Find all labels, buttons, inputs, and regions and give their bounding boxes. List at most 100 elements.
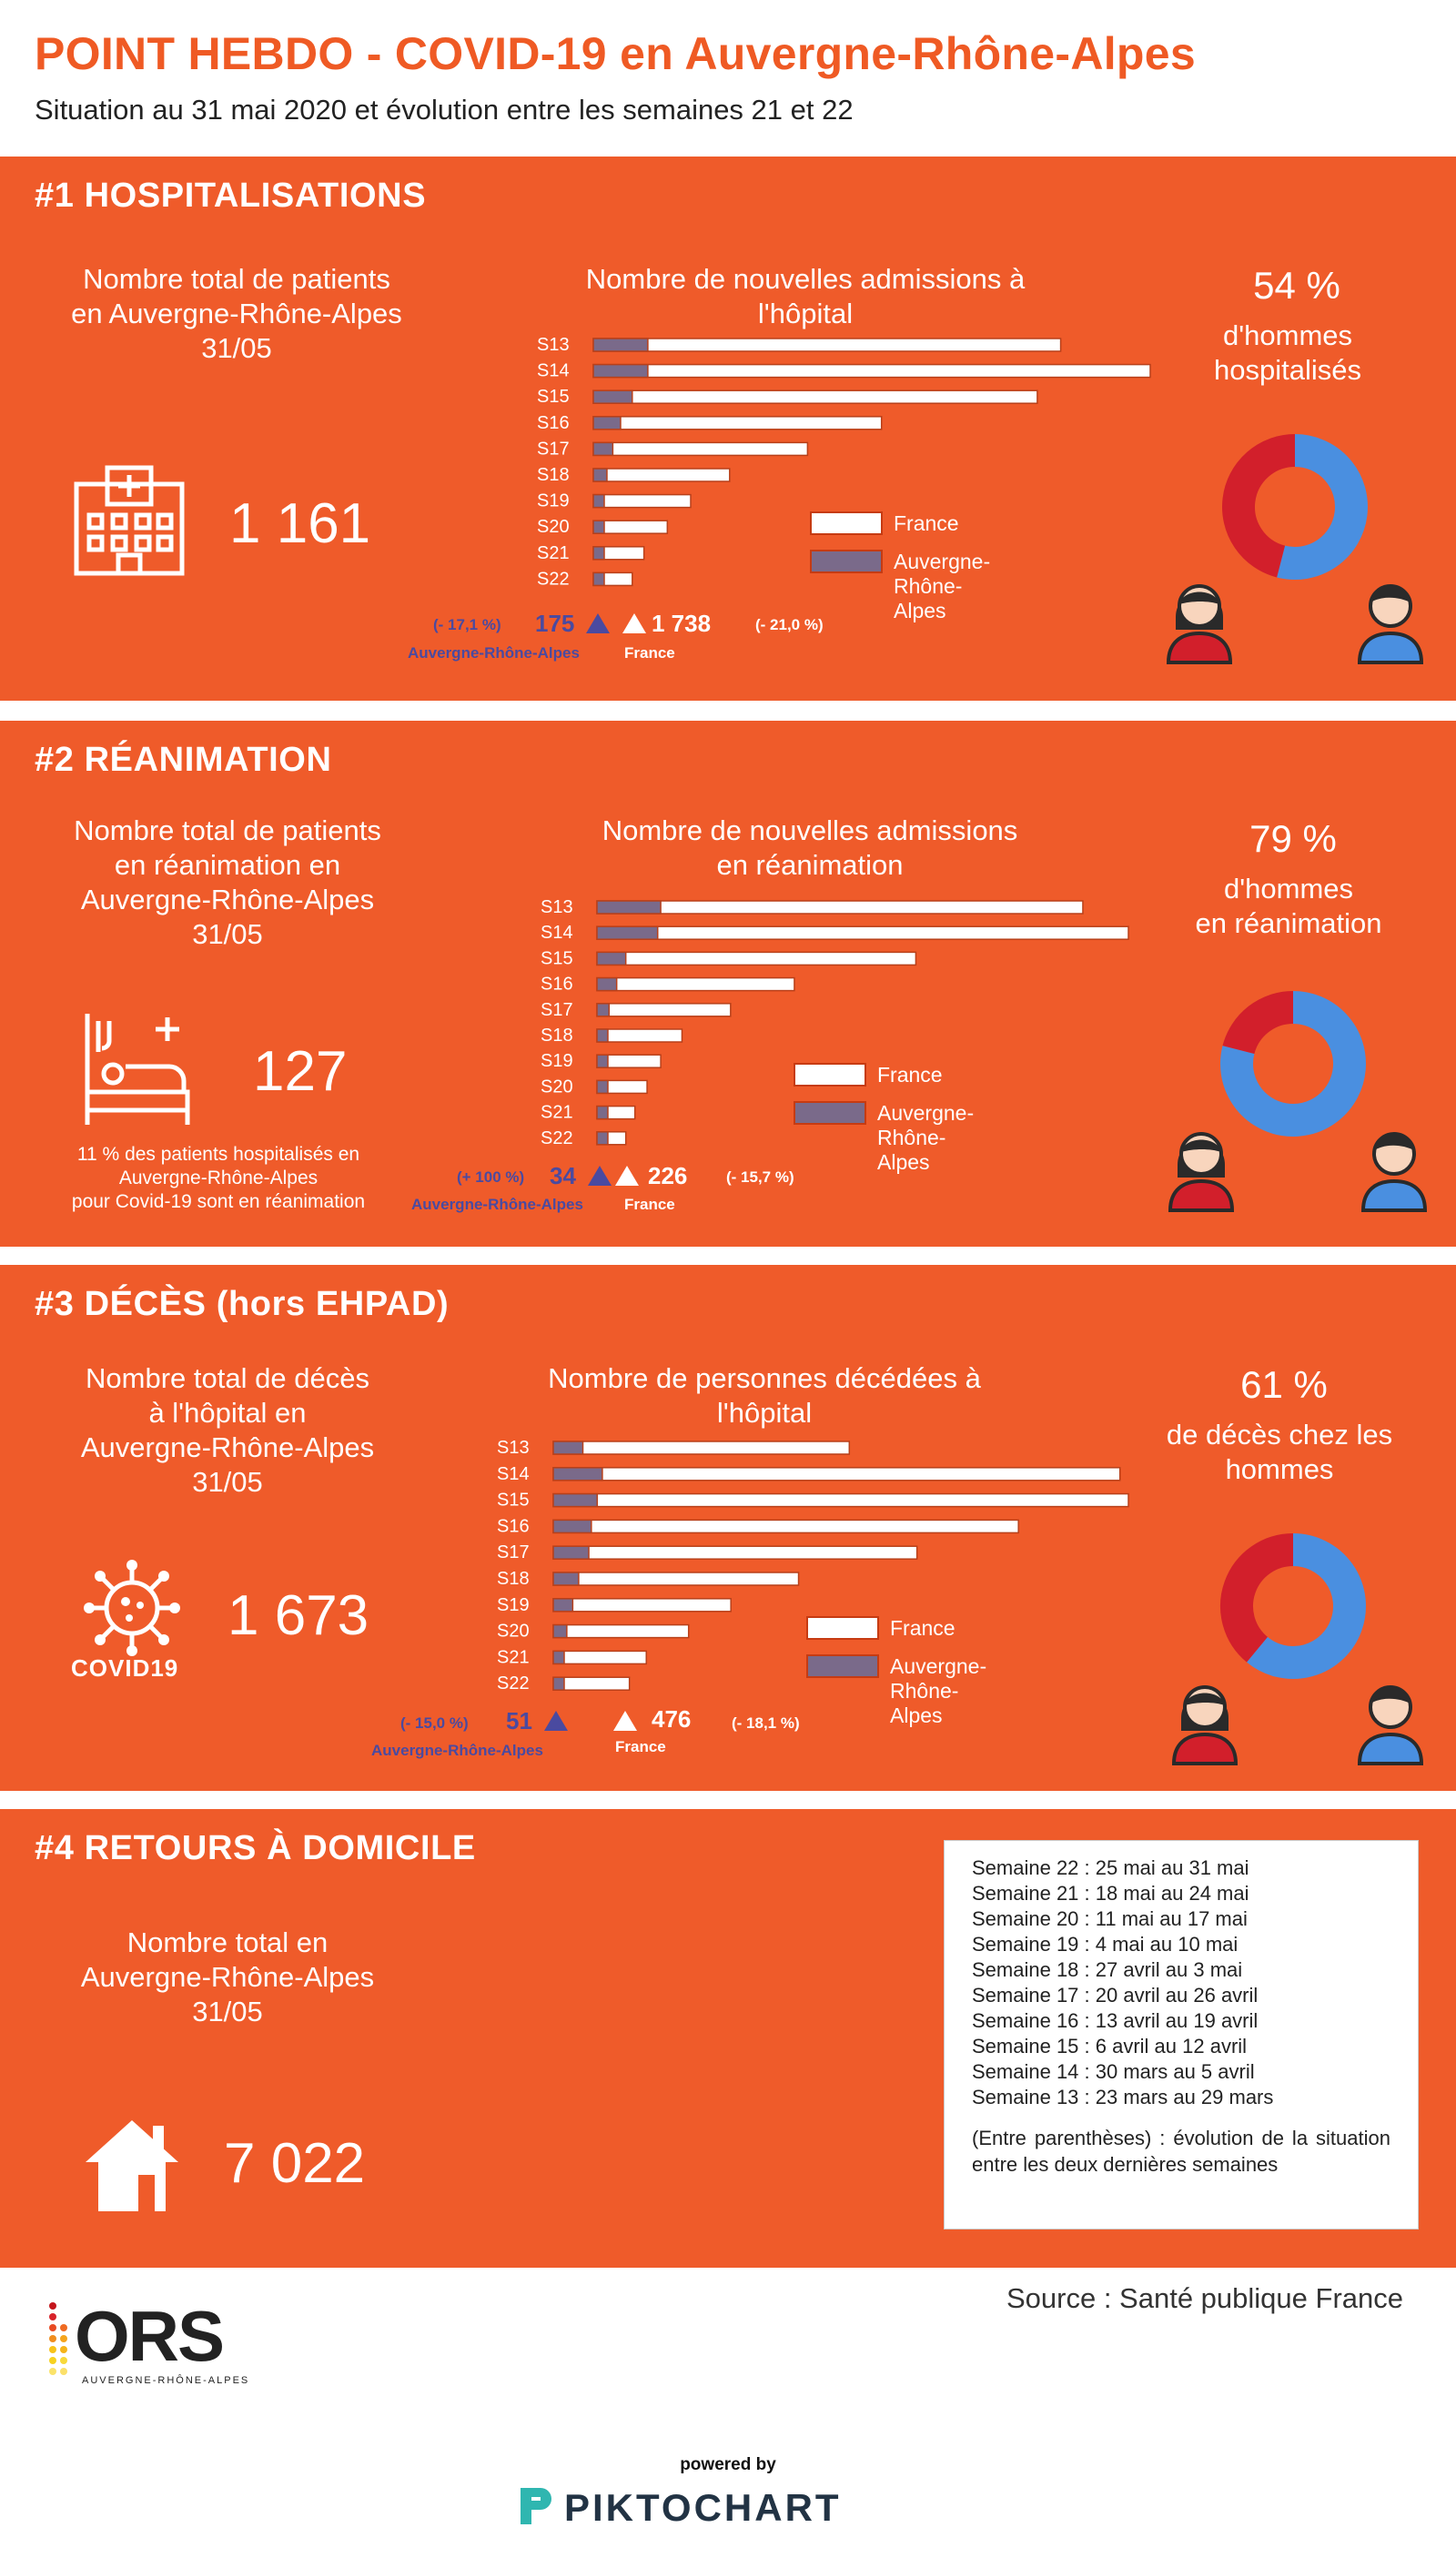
donut-slice-women <box>1222 991 1294 1055</box>
bar-ara <box>552 1492 599 1508</box>
bar-ara <box>596 1028 609 1043</box>
virus-icon <box>84 1560 180 1656</box>
bar-france <box>552 1545 918 1560</box>
tick-label: S16 <box>497 1516 530 1536</box>
tick-label: S18 <box>497 1569 530 1589</box>
bar-ara <box>592 338 649 352</box>
week-row: Semaine 22 : 25 mai au 31 mai <box>972 1856 1249 1879</box>
tick-label: S13 <box>497 1438 530 1458</box>
ors-logo-sub: AUVERGNE-RHÔNE-ALPES <box>82 2375 250 2386</box>
week-row: Semaine 14 : 30 mars au 5 avril <box>972 2060 1255 2083</box>
donut-chart <box>1220 1533 1366 1679</box>
total-label: Nombre total de patients en Auvergne-Rhô… <box>71 263 402 364</box>
donut-slice-men <box>1247 1533 1366 1679</box>
tick-label: S22 <box>537 569 570 589</box>
france-change: (- 15,7 %) <box>726 1168 794 1186</box>
bar-france <box>596 925 1129 940</box>
bar-france <box>552 1441 851 1455</box>
bar-france <box>592 363 1151 379</box>
bar-ara <box>596 925 659 940</box>
bar-chart: S13 S14 S15 S16 S17 S18 S19 S20 S21 S22 <box>537 335 1151 589</box>
tick-label: S22 <box>497 1673 530 1693</box>
week-row: Semaine 15 : 6 avril au 12 avril <box>972 2035 1248 2057</box>
piktochart-logo-icon <box>521 2488 551 2524</box>
bar-ara <box>552 1519 592 1534</box>
tick-label: S17 <box>541 1000 573 1020</box>
week-row: Semaine 18 : 27 avril au 3 mai <box>972 1958 1243 1981</box>
week-row: Semaine 21 : 18 mai au 24 mai <box>972 1882 1249 1905</box>
ara-value: 175 <box>535 610 575 637</box>
legend-swatch-ara <box>794 1101 866 1125</box>
bar-ara <box>596 1105 609 1120</box>
bar-france <box>552 1572 800 1586</box>
bar-ara <box>596 900 662 915</box>
bar-ara <box>596 976 618 992</box>
legend-swatch-france <box>794 1063 866 1087</box>
bar-france <box>592 441 809 457</box>
ara-name: Auvergne-Rhône-Alpes <box>371 1742 543 1759</box>
bar-ara <box>596 1079 609 1095</box>
france-name: France <box>624 644 675 662</box>
total-value: 127 <box>253 1040 348 1103</box>
bar-chart: S13 S14 S15 S16 S17 S18 S19 S20 S21 S22 <box>497 1438 1129 1693</box>
tick-label: S21 <box>541 1103 573 1123</box>
week-row: Semaine 16 : 13 avril au 19 avril <box>972 2009 1259 2032</box>
tick-label: S19 <box>537 491 570 511</box>
total-label: Nombre total de décès à l'hôpital en Auv… <box>80 1362 375 1498</box>
chart-title: Nombre de nouvelles admissions en réanim… <box>602 814 1018 881</box>
bar-ara <box>592 441 614 457</box>
donut-slice-men <box>1277 434 1368 580</box>
woman-icon <box>1166 584 1233 664</box>
section-title: #1 HOSPITALISATIONS <box>35 177 427 215</box>
bar-ara <box>596 1003 611 1017</box>
section-title: #4 RETOURS À DOMICILE <box>35 1829 476 1867</box>
bar-france <box>596 951 917 966</box>
legend-label-france: France <box>890 1616 956 1640</box>
tick-label: S17 <box>497 1542 530 1562</box>
bar-france <box>596 900 1084 915</box>
total-value: 1 673 <box>228 1584 369 1647</box>
tick-label: S14 <box>541 923 573 943</box>
section-reanimation: #2 RÉANIMATION Nombre total de patients … <box>0 721 1456 1247</box>
tick-label: S18 <box>537 465 570 485</box>
tick-label: S20 <box>541 1077 573 1097</box>
bar-ara <box>596 1131 609 1146</box>
icon-caption: COVID19 <box>71 1654 179 1682</box>
tick-label: S16 <box>537 413 570 433</box>
icu-bed-icon <box>85 1014 190 1125</box>
bar-ara <box>592 571 605 587</box>
tick-label: S21 <box>537 543 570 563</box>
week-row: Semaine 19 : 4 mai au 10 mai <box>972 1933 1239 1956</box>
donut-chart <box>1222 434 1368 580</box>
bar-france <box>552 1650 647 1665</box>
legend-label-ara: Auvergne-Rhône-Alpes <box>877 1101 975 1174</box>
bar-ara <box>592 468 608 482</box>
woman-icon <box>1168 1132 1235 1212</box>
chart-title: Nombre de personnes décédées à l'hôpital <box>548 1362 981 1429</box>
section-title: #3 DÉCÈS (hors EHPAD) <box>35 1285 450 1323</box>
ara-change: (- 17,1 %) <box>433 616 501 633</box>
legend-swatch-france <box>806 1616 879 1640</box>
piktochart-brand[interactable]: PIKTOCHART <box>564 2486 842 2529</box>
tick-label: S13 <box>537 335 570 355</box>
section-divider <box>0 1795 1456 1805</box>
france-name: France <box>624 1196 675 1213</box>
bar-ara <box>596 951 627 966</box>
ara-change: (- 15,0 %) <box>400 1714 469 1732</box>
bar-ara <box>592 546 605 561</box>
legend-swatch-france <box>810 511 883 535</box>
percent-value: 54 % <box>1253 264 1340 307</box>
tick-label: S20 <box>497 1622 530 1642</box>
bar-france <box>592 468 731 482</box>
legend-label-france: France <box>894 511 959 535</box>
tick-label: S18 <box>541 1026 573 1046</box>
bar-france <box>552 1598 732 1613</box>
tick-label: S22 <box>541 1128 573 1148</box>
bar-ara <box>552 1650 565 1665</box>
legend-label-france: France <box>877 1063 943 1087</box>
tick-label: S17 <box>537 439 570 459</box>
section-divider <box>0 705 1456 716</box>
total-value: 7 022 <box>224 2132 366 2195</box>
bar-france <box>596 1028 683 1043</box>
man-icon <box>1360 1132 1428 1212</box>
